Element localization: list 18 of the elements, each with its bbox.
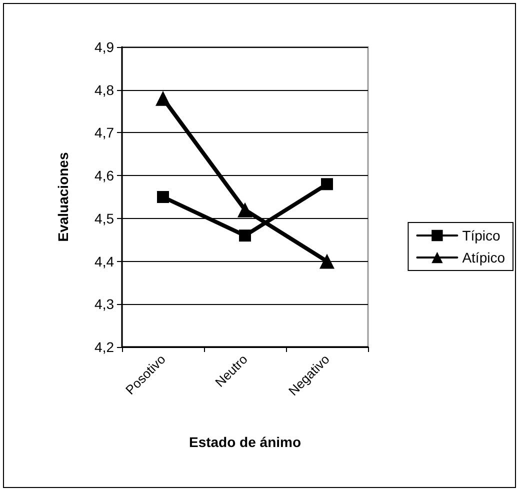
- point: [157, 191, 169, 203]
- y-tick-label: 4,7: [94, 124, 114, 141]
- y-tick-label: 4,4: [94, 253, 114, 270]
- y-axis-title: Evaluaciones: [55, 152, 71, 242]
- x-axis-title: Estado de ánimo: [188, 434, 302, 450]
- y-tick-label: 4,8: [94, 82, 114, 98]
- point: [239, 230, 251, 242]
- legend-label: Atípico: [462, 250, 506, 266]
- point: [156, 90, 170, 106]
- y-tick-label: 4,3: [94, 296, 114, 312]
- y-tick-label: 4,9: [94, 39, 114, 55]
- y-tick-label: 4,5: [94, 210, 114, 226]
- y-tick-label: 4,2: [94, 339, 114, 355]
- point: [321, 178, 333, 190]
- y-tick-label: 4,6: [94, 168, 114, 184]
- legend-label: Típico: [462, 228, 501, 244]
- point: [320, 254, 334, 269]
- point: [238, 202, 252, 218]
